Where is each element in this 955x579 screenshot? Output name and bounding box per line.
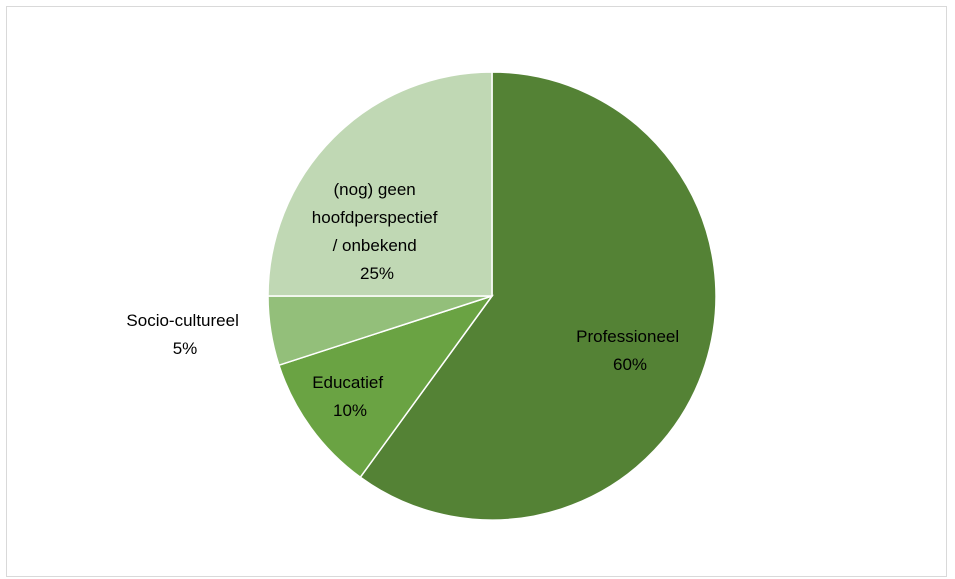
- label-geen-value: 25%: [360, 264, 394, 283]
- label-geen-line-1: (nog) geen: [334, 180, 416, 199]
- label-educatief-name: Educatief: [312, 373, 383, 392]
- label-professioneel: Professioneel 60%: [576, 327, 684, 374]
- label-educatief: Educatief 10%: [312, 373, 388, 420]
- label-socio-cultureel: Socio-cultureel 5%: [126, 311, 243, 358]
- label-geen-line-2: hoofdperspectief: [312, 208, 438, 227]
- label-geen-hoofdperspectief: (nog) geen hoofdperspectief / onbekend 2…: [312, 180, 442, 283]
- slice-educatief: [278, 294, 494, 479]
- slice-geen-hoofdperspectief: [267, 71, 493, 297]
- label-geen-line-3: / onbekend: [333, 236, 417, 255]
- label-socio-cultureel-value: 5%: [173, 339, 198, 358]
- slice-professioneel: [359, 71, 717, 521]
- label-professioneel-name: Professioneel: [576, 327, 679, 346]
- pie-slices: [267, 71, 717, 521]
- label-professioneel-value: 60%: [613, 355, 647, 374]
- label-educatief-value: 10%: [333, 401, 367, 420]
- label-socio-cultureel-name: Socio-cultureel: [126, 311, 238, 330]
